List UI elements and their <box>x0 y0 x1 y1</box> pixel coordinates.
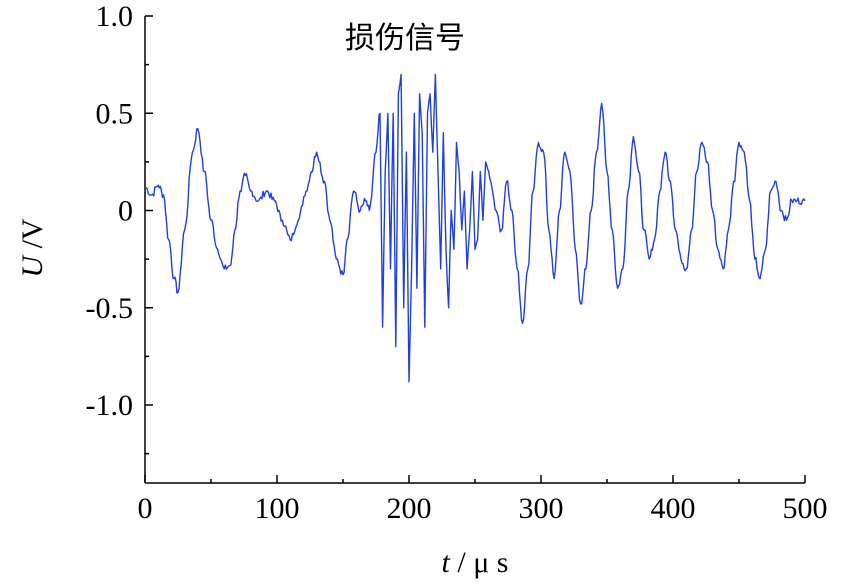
y-tick-label: 1.0 <box>96 0 134 33</box>
y-axis-label-unit: V <box>16 218 49 240</box>
y-tick-label: 0 <box>118 195 133 228</box>
x-tick-label: 200 <box>387 492 432 525</box>
y-tick-label: -0.5 <box>86 292 134 325</box>
y-tick-label: 0.5 <box>96 97 134 130</box>
x-tick-label: 500 <box>783 492 828 525</box>
y-axis-label: U /V <box>16 218 49 278</box>
y-axis-label-var: U <box>16 254 49 278</box>
x-tick-label: 400 <box>651 492 696 525</box>
x-axis-ticks: 0 100 200 300 400 500 <box>138 475 828 525</box>
x-axis-label-var: t <box>442 546 451 579</box>
x-axis-label: t / μ s <box>442 546 509 579</box>
x-tick-label: 100 <box>255 492 300 525</box>
x-tick-label: 0 <box>138 492 153 525</box>
signal-series-line <box>144 73 806 383</box>
y-tick-label: -1.0 <box>86 389 134 422</box>
y-axis-label-sep: / <box>16 239 49 256</box>
y-axis-ticks: 1.0 0.5 0 -0.5 -1.0 <box>86 0 153 455</box>
x-axis-label-sep: / <box>450 546 473 579</box>
x-tick-label: 300 <box>519 492 564 525</box>
x-axis-label-unit: μ s <box>473 546 508 579</box>
chart-title: 损伤信号 <box>345 21 465 56</box>
